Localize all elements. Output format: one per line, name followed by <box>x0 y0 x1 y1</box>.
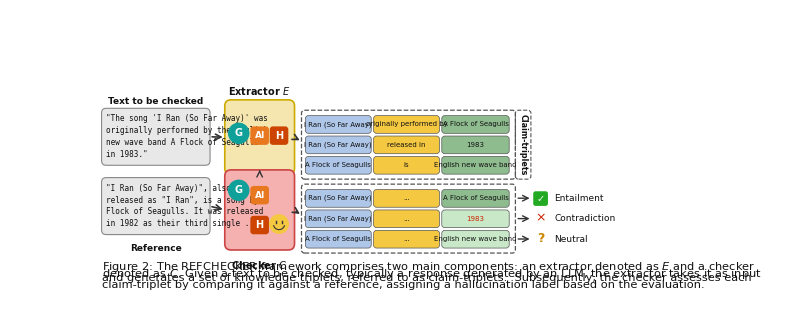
FancyBboxPatch shape <box>442 189 510 207</box>
Text: H: H <box>275 131 283 141</box>
Text: H: H <box>255 220 264 230</box>
Text: $\times$: $\times$ <box>535 212 546 225</box>
Text: ...: ... <box>403 215 410 222</box>
Text: AI: AI <box>254 191 265 200</box>
Text: Text to be checked: Text to be checked <box>108 97 203 106</box>
Text: Extractor $E$: Extractor $E$ <box>229 85 291 97</box>
Text: I Ran (So Far Away): I Ran (So Far Away) <box>305 195 372 202</box>
FancyBboxPatch shape <box>374 156 439 174</box>
Text: ?: ? <box>537 232 544 245</box>
FancyBboxPatch shape <box>306 156 371 174</box>
FancyBboxPatch shape <box>102 108 210 165</box>
FancyBboxPatch shape <box>225 100 294 175</box>
FancyBboxPatch shape <box>250 126 269 145</box>
Text: and generates a set of knowledge triplets, referred to as claim-triplets.  Subse: and generates a set of knowledge triplet… <box>102 273 752 283</box>
Text: 1983: 1983 <box>466 215 485 222</box>
FancyBboxPatch shape <box>306 230 371 248</box>
FancyBboxPatch shape <box>306 189 371 207</box>
Text: I Ran (So Far Away): I Ran (So Far Away) <box>305 121 372 127</box>
FancyBboxPatch shape <box>102 177 210 235</box>
Text: Contradiction: Contradiction <box>554 214 615 223</box>
Text: A Flock of Seagulls: A Flock of Seagulls <box>306 236 371 242</box>
Text: ...: ... <box>403 236 410 242</box>
FancyBboxPatch shape <box>306 210 371 228</box>
FancyBboxPatch shape <box>374 136 439 154</box>
Text: G: G <box>234 185 242 195</box>
Text: G: G <box>234 128 242 138</box>
FancyBboxPatch shape <box>374 116 439 133</box>
Text: English new wave band: English new wave band <box>434 236 517 242</box>
FancyBboxPatch shape <box>442 156 510 174</box>
Text: $\checkmark$: $\checkmark$ <box>536 193 545 203</box>
Text: claim-triplet by comparing it against a reference, assigning a hallucination lab: claim-triplet by comparing it against a … <box>102 280 705 290</box>
Text: A Flock of Seagulls: A Flock of Seagulls <box>442 121 509 127</box>
FancyBboxPatch shape <box>374 230 439 248</box>
FancyBboxPatch shape <box>225 170 294 250</box>
Text: Entailment: Entailment <box>554 194 604 203</box>
FancyBboxPatch shape <box>442 210 510 228</box>
FancyBboxPatch shape <box>374 210 439 228</box>
Text: I Ran (So Far Away): I Ran (So Far Away) <box>305 141 372 148</box>
Text: English new wave band: English new wave band <box>434 162 517 168</box>
Text: Checker $C$: Checker $C$ <box>231 259 288 271</box>
FancyBboxPatch shape <box>270 126 288 145</box>
Text: Claim-triplets: Claim-triplets <box>518 114 528 176</box>
Text: A Flock of Seagulls: A Flock of Seagulls <box>306 162 371 168</box>
Text: 1983: 1983 <box>466 142 485 148</box>
Text: "I Ran (So Far Away)", also
released as "I Ran", is a song by A
Flock of Seagull: "I Ran (So Far Away)", also released as … <box>106 184 273 228</box>
Circle shape <box>229 180 249 200</box>
Text: Figure 2: The R$\mathsf{EF}$C$\mathsf{HECKER}$ framework comprises two main comp: Figure 2: The R$\mathsf{EF}$C$\mathsf{HE… <box>102 260 756 274</box>
Text: Neutral: Neutral <box>554 235 588 243</box>
Text: originally performed by: originally performed by <box>366 121 447 127</box>
FancyBboxPatch shape <box>306 136 371 154</box>
FancyBboxPatch shape <box>250 186 269 204</box>
Circle shape <box>270 215 288 233</box>
Text: ...: ... <box>403 195 410 201</box>
FancyBboxPatch shape <box>306 116 371 133</box>
Text: I Ran (So Far Away): I Ran (So Far Away) <box>305 215 372 222</box>
FancyBboxPatch shape <box>374 189 439 207</box>
FancyBboxPatch shape <box>442 116 510 133</box>
FancyBboxPatch shape <box>534 191 548 206</box>
Text: is: is <box>404 162 410 168</box>
Text: released in: released in <box>387 142 426 148</box>
FancyBboxPatch shape <box>442 136 510 154</box>
Text: denoted as $C$. Given a text to be checked, typically a response generated by an: denoted as $C$. Given a text to be check… <box>102 267 762 281</box>
Text: A Flock of Seagulls: A Flock of Seagulls <box>442 195 509 201</box>
FancyBboxPatch shape <box>250 216 269 234</box>
Circle shape <box>229 123 249 143</box>
Text: Reference: Reference <box>130 244 182 253</box>
Text: AI: AI <box>254 131 265 140</box>
FancyBboxPatch shape <box>442 230 510 248</box>
Text: "The song 'I Ran (So Far Away)' was
originally performed by the English
new wave: "The song 'I Ran (So Far Away)' was orig… <box>106 114 268 159</box>
